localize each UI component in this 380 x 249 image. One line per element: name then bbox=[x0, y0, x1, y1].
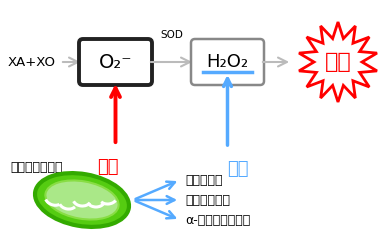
Text: 消去: 消去 bbox=[227, 160, 248, 178]
FancyBboxPatch shape bbox=[79, 39, 152, 85]
Text: XA+XO: XA+XO bbox=[8, 56, 56, 68]
Text: オキサロ酢酸: オキサロ酢酸 bbox=[185, 193, 230, 206]
Text: H₂O₂: H₂O₂ bbox=[206, 53, 249, 71]
Text: ピルビン酸: ピルビン酸 bbox=[185, 174, 223, 187]
FancyBboxPatch shape bbox=[191, 39, 264, 85]
Text: α-ケトグルタル酸: α-ケトグルタル酸 bbox=[185, 213, 250, 227]
Ellipse shape bbox=[45, 181, 119, 220]
Polygon shape bbox=[299, 22, 377, 102]
Text: 発生: 発生 bbox=[97, 158, 118, 176]
Text: SOD: SOD bbox=[160, 30, 183, 40]
Text: O₂⁻: O₂⁻ bbox=[99, 53, 132, 71]
Ellipse shape bbox=[35, 173, 129, 227]
Text: ミトコンドリア: ミトコンドリア bbox=[10, 161, 62, 174]
Text: 毒性: 毒性 bbox=[325, 52, 352, 72]
